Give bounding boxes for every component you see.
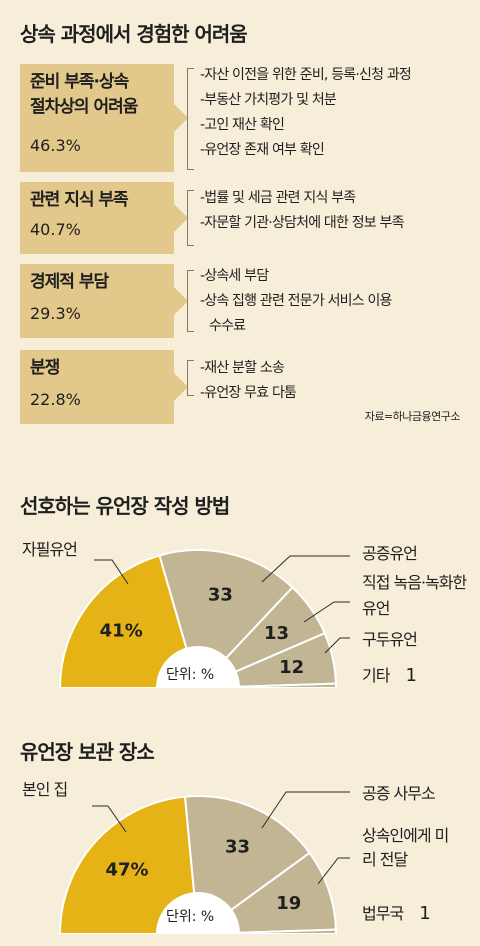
difficulty-item: -법률 및 세금 관련 지식 부족	[200, 190, 356, 206]
difficulty-label-line: 분쟁	[30, 358, 60, 378]
difficulty-item: -상속세 부담	[200, 268, 269, 284]
section1-title: 상속 과정에서 경험한 어려움	[20, 22, 248, 46]
leader-line	[261, 555, 350, 583]
difficulty-label: 경제적 부담	[30, 270, 109, 295]
difficulty-percent: 46.3%	[30, 136, 81, 155]
bracket-divider	[187, 270, 194, 332]
difficulty-label: 분쟁	[30, 356, 60, 381]
chart1-category-label: 직접 녹음·녹화한 유언	[362, 573, 467, 618]
chart2-category-label: 공증 사무소	[362, 784, 436, 803]
chart2-category-label: 상속인에게 미리 전달	[362, 826, 449, 869]
difficulty-row-2: 관련 지식 부족 40.7% -법률 및 세금 관련 지식 부족 -자문할 기관…	[20, 182, 470, 254]
chart2-baseline-mask	[0, 934, 480, 946]
chart2-center-hole	[156, 892, 240, 946]
difficulty-label: 관련 지식 부족	[30, 188, 129, 213]
difficulty-item: -재산 분할 소송	[200, 360, 285, 376]
chart1-category-label: 공증유언	[362, 544, 418, 563]
chart2-svg: 47% 33 19	[0, 791, 480, 946]
chart-value-label: 33	[208, 585, 233, 606]
difficulty-items: -재산 분할 소송 -유언장 무효 다툼	[200, 356, 297, 406]
difficulty-item: -고인 재산 확인	[200, 117, 285, 133]
difficulty-item: -유언장 존재 여부 확인	[200, 142, 325, 158]
difficulty-items: -상속세 부담 -상속 집행 관련 전문가 서비스 이용 수수료	[200, 264, 392, 339]
chart1-svg: 41% 33 13 12	[0, 549, 480, 700]
difficulty-label-line: 절차상의 어려움	[30, 97, 138, 117]
chart2-values: 47% 33 19	[105, 837, 301, 914]
leader-line	[92, 805, 127, 833]
leader-line	[324, 637, 350, 654]
difficulty-item: -자문할 기관·상담처에 대한 정보 부족	[200, 215, 405, 231]
difficulty-box: 관련 지식 부족 40.7%	[20, 182, 188, 254]
chart1-baseline-mask	[0, 688, 480, 700]
bracket-divider	[187, 190, 194, 246]
difficulty-percent: 40.7%	[30, 220, 81, 239]
difficulty-label-line: 준비 부족·상속	[30, 72, 129, 92]
chart2-value-label: 1	[419, 903, 430, 924]
difficulty-item: -상속 집행 관련 전문가 서비스 이용	[200, 293, 392, 309]
difficulty-label: 준비 부족·상속 절차상의 어려움	[30, 70, 138, 120]
difficulty-row-1: 준비 부족·상속 절차상의 어려움 46.3% -자산 이전을 위한 준비, 등…	[20, 64, 470, 172]
difficulty-percent: 22.8%	[30, 390, 81, 409]
difficulty-row-4: 분쟁 22.8% -재산 분할 소송 -유언장 무효 다툼	[20, 350, 470, 424]
chart-value-label: 47%	[105, 859, 148, 880]
leader-line	[303, 601, 350, 623]
chart-slice	[58, 795, 200, 935]
chart1-category-label: 기타 1	[362, 662, 417, 686]
difficulty-label-line: 경제적 부담	[30, 272, 109, 292]
difficulty-label-line: 관련 지식 부족	[30, 190, 129, 210]
chart1-category-name: 기타	[362, 666, 390, 685]
chart1-unit: 단위: %	[166, 667, 215, 683]
chart1-category-label: 구두유언	[362, 630, 418, 649]
difficulty-box: 분쟁 22.8%	[20, 350, 188, 424]
chart-value-label: 13	[264, 623, 289, 644]
chart1-slices	[58, 549, 338, 690]
difficulty-item: -부동산 가치평가 및 처분	[200, 92, 337, 108]
chart-value-label: 12	[279, 657, 304, 678]
leader-line	[261, 791, 350, 829]
difficulty-box: 경제적 부담 29.3%	[20, 264, 188, 338]
chart-value-label: 33	[225, 837, 250, 858]
difficulty-box: 준비 부족·상속 절차상의 어려움 46.3%	[20, 64, 188, 172]
chart1-value-label: 1	[405, 665, 417, 686]
chart-slice	[58, 554, 200, 689]
difficulty-item: 수수료	[209, 318, 246, 334]
chart1-category-label: 자필유언	[22, 540, 78, 559]
chart2-unit: 단위: %	[166, 909, 215, 925]
chart2-category-label: 법무국 1	[362, 900, 431, 924]
difficulty-items: -법률 및 세금 관련 지식 부족 -자문할 기관·상담처에 대한 정보 부족	[200, 186, 405, 236]
chart1-title: 선호하는 유언장 작성 방법	[20, 494, 230, 518]
chart1-leaders	[94, 555, 350, 654]
leader-line	[317, 857, 350, 885]
difficulty-items: -자산 이전을 위한 준비, 등록·신청 과정 -부동산 가치평가 및 처분 -…	[200, 63, 412, 163]
chart2-leaders	[92, 791, 350, 885]
difficulty-item: -자산 이전을 위한 준비, 등록·신청 과정	[200, 67, 412, 83]
chart1-values: 41% 33 13 12	[100, 585, 305, 678]
chart2-category-name: 법무국	[362, 904, 404, 923]
leader-line	[94, 559, 129, 585]
difficulty-percent: 29.3%	[30, 304, 81, 323]
chart-value-label: 41%	[100, 620, 143, 641]
chart1-center-hole	[156, 646, 240, 700]
bracket-divider	[187, 68, 194, 170]
difficulty-row-3: 경제적 부담 29.3% -상속세 부담 -상속 집행 관련 전문가 서비스 이…	[20, 264, 470, 338]
difficulty-item: -유언장 무효 다툼	[200, 385, 297, 401]
source-note: 자료=하나금융연구소	[364, 410, 461, 423]
bracket-divider	[187, 360, 194, 396]
chart2-title: 유언장 보관 장소	[20, 740, 155, 764]
chart2-category-label: 본인 집	[22, 780, 68, 799]
chart-value-label: 19	[276, 893, 301, 914]
